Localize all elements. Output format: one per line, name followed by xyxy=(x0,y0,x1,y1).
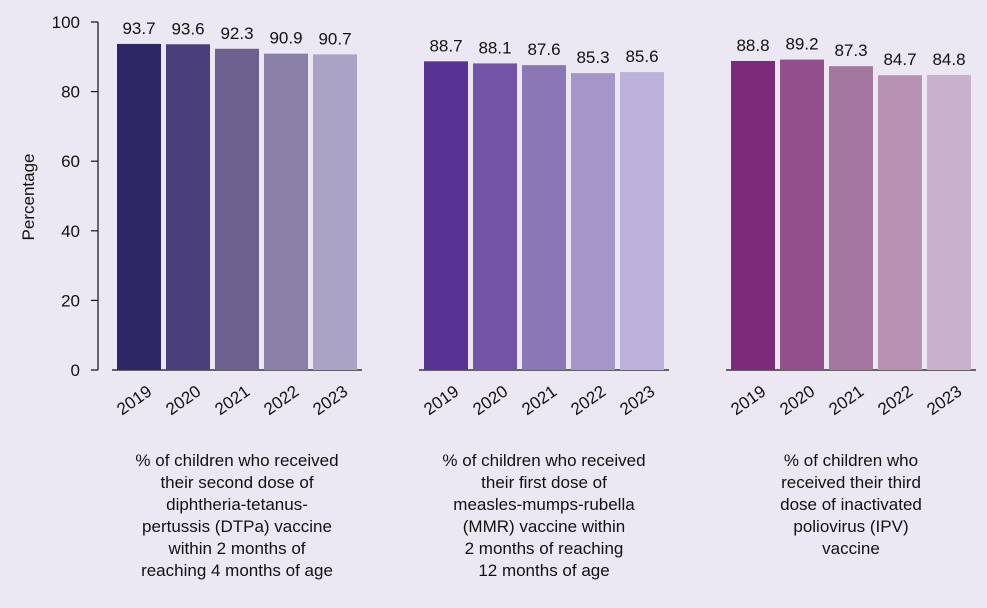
bar xyxy=(166,44,210,370)
bar-value-label: 92.3 xyxy=(220,24,253,43)
x-tick-label: 2020 xyxy=(162,382,204,419)
bar xyxy=(215,48,259,371)
bar xyxy=(571,73,615,370)
y-tick-label: 20 xyxy=(61,291,80,310)
bar-value-label: 85.3 xyxy=(576,48,609,67)
bar xyxy=(473,63,517,371)
group-label-line: pertussis (DTPa) vaccine xyxy=(142,517,332,536)
bar xyxy=(829,66,873,371)
x-tick-label: 2019 xyxy=(113,382,155,419)
y-tick-label: 80 xyxy=(61,83,80,102)
bar xyxy=(927,74,971,371)
x-tick-label: 2023 xyxy=(923,382,965,419)
group-label-line: within 2 months of xyxy=(168,539,306,558)
value-labels: 93.7 93.6 92.3 90.9 90.7 88.7 88.1 87.6 85.3 85.6… xyxy=(122,19,965,69)
bar-value-label: 85.6 xyxy=(625,47,658,66)
y-axis-title: Percentage xyxy=(19,154,38,241)
group-label-line: % of children who xyxy=(783,451,919,470)
group-label: % of children who received their second d… xyxy=(107,450,367,582)
bar-value-label: 87.6 xyxy=(527,40,560,59)
y-tick-label: 100 xyxy=(52,13,80,32)
x-tick-label: 2023 xyxy=(616,382,658,419)
group-label-line: received their third xyxy=(781,473,921,492)
group-label-line: 12 months of age xyxy=(478,561,610,580)
bar xyxy=(424,61,468,370)
group-label-line: measles-mumps-rubella xyxy=(453,495,635,514)
group-label-line: poliovirus (IPV) xyxy=(793,517,909,536)
group-label: % of children who received their first do… xyxy=(414,450,674,582)
group-label-line: 2 months of reaching xyxy=(464,539,624,558)
bar-value-label: 84.7 xyxy=(883,50,916,69)
x-tick-label: 2021 xyxy=(825,382,867,419)
bar-value-label: 88.8 xyxy=(736,36,769,55)
x-tick-labels: 2019 2020 2021 2022 2023 2019 2020 2021 2022 2023… xyxy=(113,382,965,419)
bar xyxy=(117,43,161,370)
bar xyxy=(522,65,566,370)
x-tick-label: 2020 xyxy=(469,382,511,419)
bar-value-label: 90.7 xyxy=(318,29,351,48)
bar xyxy=(264,53,308,370)
x-tick-label: 2022 xyxy=(567,382,609,419)
x-tick-label: 2020 xyxy=(776,382,818,419)
x-tick-label: 2022 xyxy=(260,382,302,419)
group-label: % of children who received their third dos… xyxy=(721,450,981,560)
bar-value-label: 90.9 xyxy=(269,29,302,48)
y-tick-label: 40 xyxy=(61,222,80,241)
bar-value-label: 84.8 xyxy=(932,50,965,69)
y-tick-label: 60 xyxy=(61,152,80,171)
x-tick-label: 2021 xyxy=(518,382,560,419)
group-label-line: dose of inactivated xyxy=(780,495,922,514)
x-tick-label: 2022 xyxy=(874,382,916,419)
bar-value-label: 88.1 xyxy=(478,38,511,57)
group-label-line: diphtheria-tetanus- xyxy=(166,495,308,514)
bar xyxy=(878,75,922,370)
bar xyxy=(620,72,664,370)
bar xyxy=(780,59,824,371)
bars xyxy=(112,43,976,371)
group-label-line: reaching 4 months of age xyxy=(141,561,333,580)
y-tick-label: 0 xyxy=(71,361,80,380)
bar-value-label: 93.7 xyxy=(122,19,155,38)
group-label-line: % of children who received xyxy=(442,451,646,470)
x-tick-label: 2019 xyxy=(727,382,769,419)
x-tick-label: 2021 xyxy=(211,382,253,419)
x-tick-label: 2023 xyxy=(309,382,351,419)
group-label-line: vaccine xyxy=(822,539,880,558)
group-label-line: their first dose of xyxy=(481,473,607,492)
bar-value-label: 89.2 xyxy=(785,35,818,54)
y-axis: 0 20 40 60 80 100 xyxy=(52,13,99,380)
group-label-line: their second dose of xyxy=(160,473,314,492)
bar-value-label: 88.7 xyxy=(429,36,462,55)
x-tick-label: 2019 xyxy=(420,382,462,419)
bar xyxy=(313,54,357,370)
bar-value-label: 93.6 xyxy=(171,19,204,38)
bar-value-label: 87.3 xyxy=(834,41,867,60)
group-label-line: % of children who received xyxy=(135,451,339,470)
bar xyxy=(731,60,775,370)
group-label-line: (MMR) vaccine within xyxy=(462,517,626,536)
